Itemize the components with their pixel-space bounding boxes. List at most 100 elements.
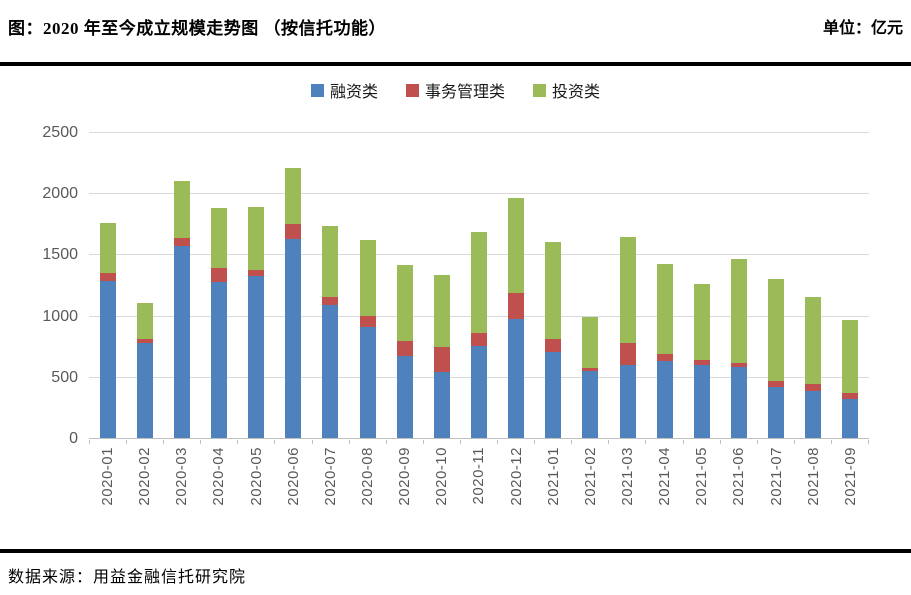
x-tick xyxy=(238,440,276,444)
bar-segment xyxy=(768,278,785,382)
stacked-bar xyxy=(99,223,116,438)
bar-segment xyxy=(693,284,710,360)
bar-segment xyxy=(396,340,413,356)
x-tick xyxy=(313,440,350,444)
x-axis-tick-label: 2021-01 xyxy=(544,447,562,506)
bar-segment xyxy=(136,338,153,343)
bar-segment xyxy=(285,168,302,224)
x-label-cell: 2020-12 xyxy=(498,447,535,545)
bar-2020-07 xyxy=(312,225,349,438)
bar-segment xyxy=(359,326,376,438)
bar-segment xyxy=(99,280,116,438)
x-tick xyxy=(275,440,313,444)
y-axis-tick-label: 1500 xyxy=(42,246,78,264)
y-axis-tick-label: 1000 xyxy=(42,307,78,325)
bar-2021-06 xyxy=(720,259,757,438)
bar-2021-03 xyxy=(609,236,646,438)
x-label-cell: 2020-01 xyxy=(89,447,126,545)
bar-segment xyxy=(805,384,822,391)
x-tick xyxy=(609,440,647,444)
x-axis-tick-label: 2020-04 xyxy=(210,447,228,506)
x-axis-tick-label: 2020-03 xyxy=(173,447,191,506)
x-label-cell: 2020-08 xyxy=(349,447,386,545)
bar-2020-08 xyxy=(349,239,386,438)
x-tick xyxy=(424,440,461,444)
x-tick xyxy=(498,440,536,444)
stacked-bar xyxy=(470,231,487,438)
bar-2021-04 xyxy=(646,263,683,438)
x-tick xyxy=(461,440,499,444)
x-axis-tick-label: 2020-06 xyxy=(284,447,302,506)
x-tick xyxy=(127,440,165,444)
bar-segment xyxy=(470,231,487,333)
x-tick xyxy=(387,440,424,444)
bars-row xyxy=(89,133,869,438)
bar-segment xyxy=(210,208,227,268)
x-axis-tick-label: 2021-05 xyxy=(693,447,711,506)
x-tick xyxy=(758,440,795,444)
bar-segment xyxy=(433,371,450,438)
bar-segment xyxy=(248,269,265,277)
chart-footer: 数据来源：用益金融信托研究院 xyxy=(0,553,911,587)
stacked-bar xyxy=(545,242,562,438)
legend-swatch-icon xyxy=(533,83,546,97)
bar-segment xyxy=(173,180,190,238)
x-axis-tick-label: 2021-04 xyxy=(656,447,674,506)
bar-segment xyxy=(99,223,116,274)
bar-segment xyxy=(842,319,859,393)
bar-segment xyxy=(582,317,599,369)
bar-2020-04 xyxy=(200,208,237,438)
x-tick xyxy=(832,440,869,444)
bottom-divider xyxy=(0,549,911,553)
x-axis-tick-label: 2020-02 xyxy=(136,447,154,506)
x-axis-tick-label: 2021-02 xyxy=(581,447,599,506)
y-axis-tick-label: 2500 xyxy=(42,124,78,141)
bar-segment xyxy=(842,399,859,438)
stacked-bar xyxy=(730,259,747,438)
stacked-bar xyxy=(248,206,265,438)
x-label-cell: 2021-01 xyxy=(535,447,572,545)
bar-2021-02 xyxy=(572,317,609,438)
stacked-bar xyxy=(136,303,153,438)
x-label-cell: 2021-09 xyxy=(832,447,869,545)
bar-segment xyxy=(248,206,265,270)
legend-label: 事务管理类 xyxy=(424,84,505,101)
legend-item: 融资类 xyxy=(310,78,378,102)
x-axis-tick-label: 2020-10 xyxy=(433,447,451,506)
bar-2020-09 xyxy=(386,265,423,438)
bar-segment xyxy=(693,364,710,438)
bar-segment xyxy=(470,332,487,347)
x-label-cell: 2021-06 xyxy=(720,447,757,545)
x-axis-tick-label: 2021-07 xyxy=(767,447,785,506)
x-label-cell: 2021-02 xyxy=(572,447,609,545)
x-label-cell: 2020-09 xyxy=(386,447,423,545)
stacked-bar xyxy=(768,278,785,438)
data-source: 数据来源：用益金融信托研究院 xyxy=(8,569,247,586)
bar-2020-05 xyxy=(238,206,275,438)
bar-segment xyxy=(508,198,525,294)
bar-segment xyxy=(768,381,785,387)
bar-2021-09 xyxy=(832,319,869,438)
x-axis-tick-label: 2020-11 xyxy=(470,447,488,505)
stacked-bar xyxy=(396,265,413,438)
bar-2021-01 xyxy=(535,242,572,438)
x-tick xyxy=(646,440,684,444)
bar-segment xyxy=(730,367,747,438)
bar-segment xyxy=(173,245,190,438)
x-axis-tick-label: 2020-08 xyxy=(359,447,377,506)
bar-segment xyxy=(730,362,747,367)
x-axis-tick-label: 2021-03 xyxy=(619,447,637,506)
x-axis-tick-label: 2021-06 xyxy=(730,447,748,506)
bar-segment xyxy=(136,342,153,438)
x-label-cell: 2020-07 xyxy=(312,447,349,545)
stacked-bar xyxy=(359,239,376,438)
bar-segment xyxy=(396,265,413,341)
bar-segment xyxy=(285,223,302,239)
x-axis-tick-label: 2020-05 xyxy=(247,447,265,506)
legend-label: 投资类 xyxy=(552,84,601,101)
stacked-bar xyxy=(805,297,822,438)
legend-label: 融资类 xyxy=(329,84,378,101)
bar-segment xyxy=(359,316,376,327)
bar-segment xyxy=(322,225,339,298)
